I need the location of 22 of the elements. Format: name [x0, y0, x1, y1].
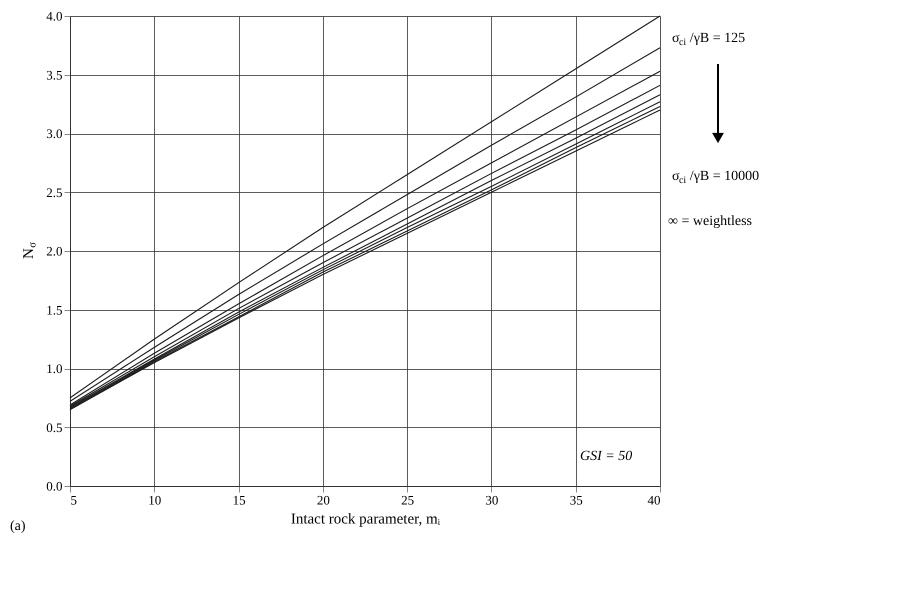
x-tick-label: 35 — [570, 492, 583, 508]
y-axis-title: Nσ — [21, 242, 38, 259]
text: ∞ = weightless — [668, 214, 752, 229]
x-tick-label: 5 — [70, 492, 77, 508]
annotation: GSI = 50 — [580, 449, 632, 464]
y-tick-label: 1.0 — [46, 361, 62, 376]
y-tick-label: 0.0 — [46, 478, 62, 494]
y-tick-label: 3.0 — [46, 126, 62, 141]
x-tick-label: 20 — [316, 492, 330, 508]
x-tick-label: 15 — [232, 492, 246, 508]
x-tick-label: 25 — [401, 492, 414, 508]
y-tick-label: 4.0 — [46, 8, 62, 24]
y-tick-label: 2.5 — [46, 184, 62, 200]
y-tick-label: 2.0 — [46, 244, 62, 258]
x-axis-title: Intact rock parameter, mᵢ — [290, 512, 441, 528]
y-tick-label: 0.5 — [46, 420, 62, 435]
x-tick-label: 40 — [648, 492, 660, 508]
y-tick-label: 1.5 — [46, 302, 62, 318]
x-tick-label: 10 — [148, 492, 162, 508]
x-tick-label: 30 — [485, 492, 498, 508]
y-tick-label: 3.5 — [46, 67, 62, 82]
text: (a) — [10, 519, 26, 534]
